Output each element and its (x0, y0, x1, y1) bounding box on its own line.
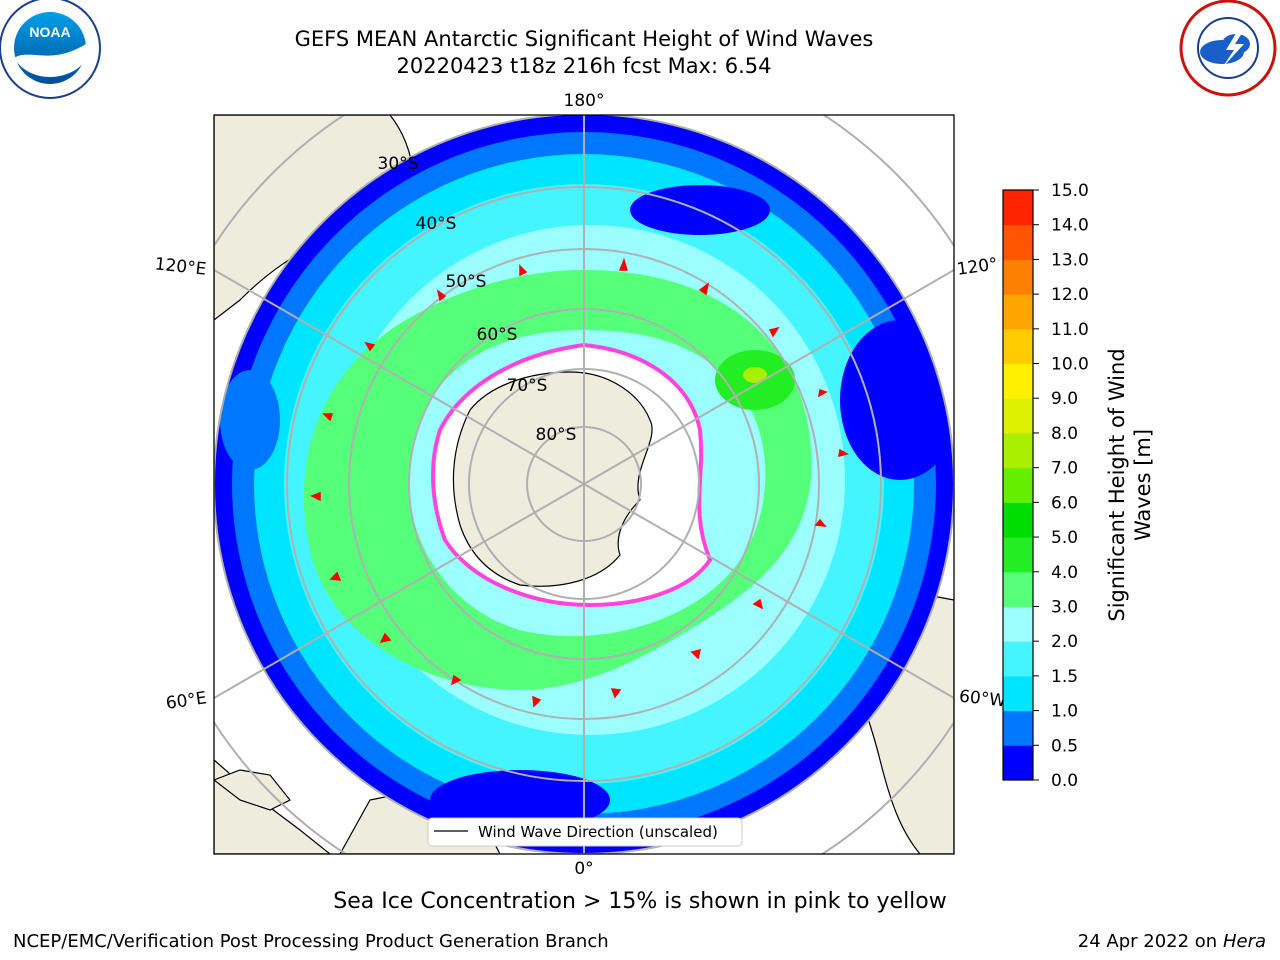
colorbar-tick-label: 8.0 (1051, 424, 1078, 444)
sea-ice-note: Sea Ice Concentration > 15% is shown in … (333, 889, 947, 914)
colorbar-segment (1003, 432, 1033, 469)
colorbar-segment (1003, 606, 1033, 642)
colorbar-tick-label: 3.0 (1051, 597, 1078, 617)
colorbar-segment (1003, 571, 1033, 607)
footer-credit: NCEP/EMC/Verification Post Processing Pr… (13, 931, 609, 952)
map-subtitle: 20220423 t18z 216h fcst Max: 6.54 (396, 54, 772, 78)
footer-host: Hera (1222, 931, 1266, 952)
map-canvas: NOAA (0, 0, 1277, 879)
colorbar-segment (1003, 259, 1033, 295)
colorbar-tick-label: 9.0 (1051, 389, 1078, 409)
lon-label-lower-right: 60°W (958, 687, 1007, 712)
colorbar-tick-label: 6.0 (1051, 493, 1078, 513)
colorbar-tick-label: 7.0 (1051, 459, 1078, 479)
wind-wave-arrows (310, 257, 849, 708)
colorbar-tick-label: 13.0 (1051, 250, 1089, 270)
colorbar-segment (1003, 745, 1033, 781)
colorbar-label-line1: Significant Height of Wind (1105, 348, 1129, 621)
svg-text:NOAA: NOAA (29, 24, 70, 40)
colorbar-segment (1003, 224, 1033, 260)
lon-label-top: 180° (564, 91, 605, 111)
noaa-logo: NOAA (0, 0, 101, 99)
colorbar-tick-label: 14.0 (1051, 216, 1089, 236)
lat-label-70: 70°S (507, 376, 548, 396)
colorbar-tick-label: 10.0 (1051, 355, 1089, 375)
colorbar-segment (1003, 502, 1033, 538)
colorbar-segment (1003, 363, 1033, 399)
colorbar-segment (1003, 675, 1033, 712)
lat-label-40: 40°S (416, 214, 457, 234)
colorbar-tick-label: 1.5 (1051, 667, 1078, 687)
footer-date: 24 Apr 2022 on Hera (1078, 931, 1266, 952)
colorbar-label-line2: Waves [m] (1131, 429, 1155, 541)
nws-logo (1179, 0, 1277, 97)
colorbar-segment (1003, 537, 1033, 573)
colorbar: 0.0 0.5 1.0 1.5 2.0 3.0 4.0 5.0 6.0 7.0 8.0 9.0 10.0… (1002, 181, 1089, 791)
colorbar-segment (1003, 398, 1033, 434)
colorbar-segment (1003, 190, 1033, 226)
map-frame (213, 114, 955, 855)
colorbar-tick-label: 0.0 (1051, 771, 1078, 791)
lon-label-upper-left: 120°E (154, 254, 208, 279)
colorbar-tick-label: 0.5 (1051, 736, 1078, 756)
lat-label-60: 60°S (477, 325, 518, 345)
svg-text:Wind Wave Direction (unscaled): Wind Wave Direction (unscaled) (478, 823, 718, 841)
colorbar-tick-label: 15.0 (1051, 181, 1089, 201)
colorbar-segment (1003, 294, 1033, 330)
colorbar-tick-label: 2.0 (1051, 632, 1078, 652)
colorbar-tick-label: 11.0 (1051, 320, 1089, 340)
colorbar-segment (1003, 467, 1033, 503)
lat-label-50: 50°S (446, 272, 487, 292)
map-title: GEFS MEAN Antarctic Significant Height o… (294, 27, 874, 51)
graticule (214, 115, 954, 854)
colorbar-tick-label: 5.0 (1051, 528, 1078, 548)
colorbar-tick-label: 1.0 (1051, 702, 1078, 722)
colorbar-tick-label: 4.0 (1051, 563, 1078, 583)
lat-label-30: 30°S (378, 154, 419, 174)
arrow-legend: Wind Wave Direction (unscaled) (427, 817, 743, 847)
colorbar-segment (1003, 641, 1033, 677)
lat-label-80: 80°S (536, 425, 577, 445)
lon-label-upper-right: 120° (956, 254, 999, 280)
colorbar-segment (1003, 710, 1033, 746)
colorbar-tick-label: 12.0 (1051, 285, 1089, 305)
lon-label-bottom: 0° (574, 859, 593, 879)
colorbar-segment (1003, 328, 1033, 365)
footer-date-text: 24 Apr 2022 on (1077, 931, 1223, 952)
lon-label-lower-left: 60°E (165, 688, 208, 713)
